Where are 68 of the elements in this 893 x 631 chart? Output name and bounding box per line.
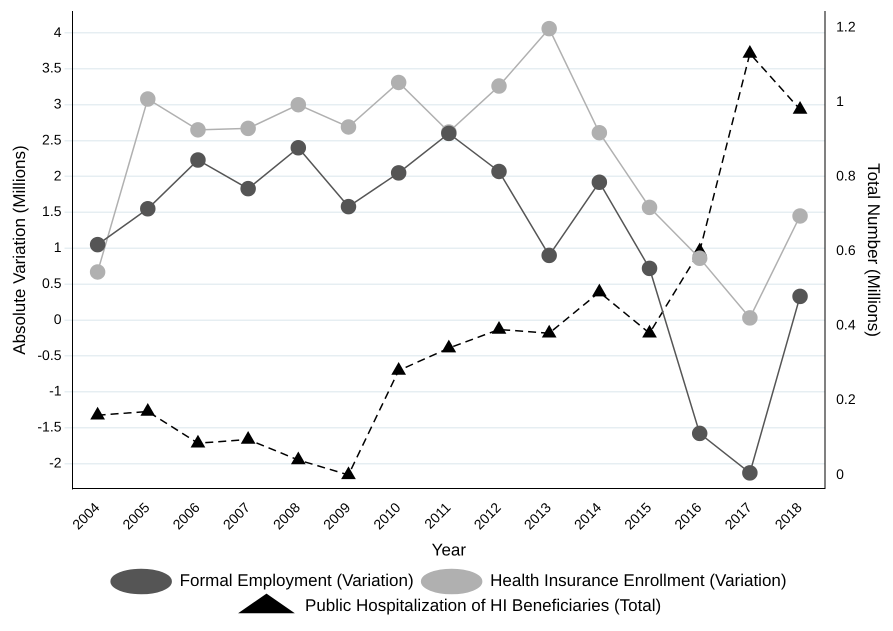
point [390, 165, 406, 181]
point [792, 288, 808, 304]
point [191, 435, 205, 448]
y-tick-label: 2.5 [42, 131, 62, 148]
point [90, 236, 106, 252]
legend-label: Formal Employment (Variation) [180, 571, 414, 590]
point [742, 310, 758, 326]
point [642, 325, 656, 338]
y-tick-label: -1 [49, 382, 62, 399]
point [290, 140, 306, 156]
point [340, 119, 356, 135]
y-tick-label: 1 [54, 239, 62, 256]
y2-tick-label: 0.8 [836, 167, 856, 184]
legend-label: Public Hospitalization of HI Beneficiaries (Total) [304, 596, 662, 616]
point [742, 465, 758, 481]
y-tick-label: 3.5 [42, 60, 62, 76]
y2-axis-title: Total Number (Millions) [864, 163, 884, 337]
point [340, 198, 356, 214]
legend-label: Health Insurance Enrollment (Variation) [490, 571, 787, 590]
point [241, 432, 255, 444]
point [792, 208, 808, 224]
y-tick-label: 1.5 [42, 203, 62, 220]
y2-tick-label: 0 [836, 466, 844, 482]
y-tick-label: -1.5 [37, 418, 62, 435]
point [491, 78, 507, 94]
point [491, 164, 507, 180]
y2-tick-label: 0.6 [836, 242, 856, 258]
point [90, 407, 104, 420]
y2-tick-label: 1.2 [836, 18, 856, 34]
point [592, 124, 608, 140]
point [90, 264, 106, 280]
y2-tick-label: 0.2 [836, 391, 856, 408]
point [140, 201, 156, 217]
point [793, 102, 807, 114]
y-tick-label: 2 [54, 167, 62, 184]
point [342, 467, 356, 480]
point [592, 174, 608, 190]
y-tick-label: 3 [54, 96, 62, 112]
y2-tick-label: 1 [836, 92, 844, 109]
y-tick-label: 4 [54, 24, 62, 40]
point [642, 200, 658, 216]
point [390, 74, 406, 90]
point [692, 426, 708, 442]
point [642, 260, 658, 276]
point [392, 362, 406, 375]
point [190, 152, 206, 168]
y-tick-label: -0.5 [37, 346, 62, 363]
point [140, 404, 155, 416]
point [541, 248, 557, 264]
point [240, 180, 256, 196]
y-axis-title: Absolute Variation (Millions) [10, 145, 29, 355]
point [541, 20, 557, 36]
point [492, 322, 506, 334]
x-axis-title: Year [432, 540, 466, 560]
y2-tick-label: 0.4 [836, 316, 856, 333]
point [240, 120, 256, 136]
point [542, 325, 556, 338]
point [592, 284, 606, 296]
y-tick-label: -2 [49, 454, 62, 470]
point [190, 122, 206, 138]
point [743, 46, 757, 58]
y-tick-label: 0 [54, 310, 62, 327]
y-tick-label: 0.5 [42, 275, 62, 291]
point [290, 96, 306, 112]
point [442, 340, 456, 352]
point [692, 250, 708, 266]
point [140, 91, 156, 107]
point [291, 452, 306, 464]
